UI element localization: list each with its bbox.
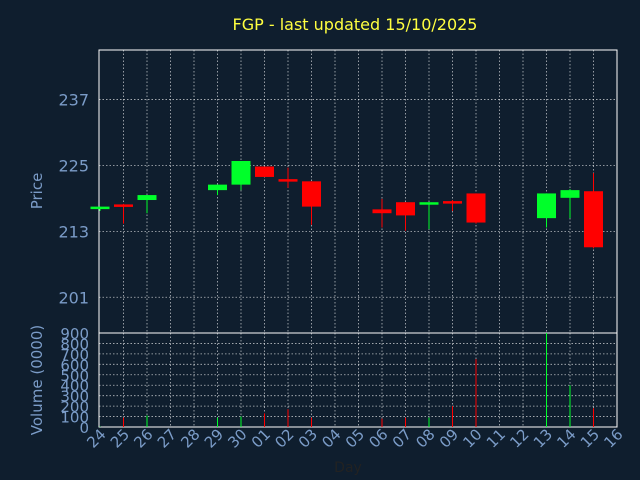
volume-y-tick-label: 700 [60, 346, 89, 364]
price-y-tick-labels: 201 213 225 237 [58, 90, 89, 307]
candle-body [419, 202, 439, 205]
volume-y-tick-label: 900 [60, 325, 89, 343]
x-tick-label: 07 [389, 425, 415, 451]
price-y-tick-label: 237 [58, 90, 89, 109]
x-tick-label: 08 [412, 425, 438, 451]
price-plot-frame [98, 49, 618, 334]
x-axis-label: Day [334, 460, 362, 476]
x-tick-label: 16 [600, 425, 626, 451]
x-tick-label: 14 [553, 425, 579, 451]
candle-body [231, 161, 251, 185]
x-tick-label: 04 [318, 425, 344, 451]
candle-body [255, 166, 274, 177]
x-tick-label: 10 [459, 425, 485, 451]
price-y-tick-label: 225 [58, 156, 89, 175]
volume-y-tick-label: 800 [60, 335, 89, 353]
x-tick-label: 02 [271, 425, 297, 451]
x-tick-label: 03 [295, 425, 321, 451]
candle-body [396, 202, 415, 216]
candle-body [443, 201, 462, 204]
x-tick-label: 30 [224, 425, 250, 451]
x-tick-labels: 2425262728293001020304050607080910111213… [83, 425, 626, 451]
x-tick-label: 01 [248, 425, 274, 451]
candle-body [137, 195, 157, 201]
volume-grid [99, 333, 617, 427]
candles [90, 161, 603, 249]
price-y-tick-label: 213 [58, 222, 89, 241]
x-tick-label: 06 [365, 425, 391, 451]
volume-y-tick-label: 200 [60, 398, 89, 416]
candle-body [278, 179, 298, 182]
x-tick-label: 28 [177, 425, 203, 451]
candle-body [208, 184, 227, 191]
candle-body [302, 181, 321, 207]
x-tick-label: 26 [130, 425, 156, 451]
x-tick-label: 15 [577, 425, 603, 451]
volume-y-tick-label: 100 [60, 409, 89, 427]
volume-y-tick-label: 500 [60, 367, 89, 385]
x-tick-label: 13 [530, 425, 556, 451]
chart-title: FGP - last updated 15/10/2025 [233, 15, 478, 34]
candle-body [560, 190, 580, 198]
x-tick-label: 29 [201, 425, 227, 451]
price-grid [99, 50, 617, 333]
price-axis-label: Price [28, 173, 46, 210]
volume-plot-frame [98, 332, 618, 428]
volume-bars [99, 333, 594, 427]
x-tick-label: 27 [154, 425, 180, 451]
candle-body [114, 204, 133, 207]
volume-y-tick-label: 400 [60, 377, 89, 395]
volume-y-tick-label: 600 [60, 356, 89, 374]
price-y-tick-label: 201 [58, 288, 89, 307]
x-tick-label: 09 [436, 425, 462, 451]
x-tick-label: 05 [342, 425, 368, 451]
volume-y-tick-label: 300 [60, 388, 89, 406]
x-tick-label: 11 [483, 425, 509, 451]
volume-axis-label: Volume (0000) [28, 325, 46, 435]
candle-body [466, 193, 486, 223]
x-tick-label: 12 [506, 425, 532, 451]
x-tick-label: 25 [107, 425, 133, 451]
volume-y-tick-label: 0 [79, 419, 89, 437]
candle-body [90, 206, 110, 210]
candle-body [537, 193, 556, 219]
candle-body [372, 209, 392, 214]
candle-body [584, 191, 603, 248]
